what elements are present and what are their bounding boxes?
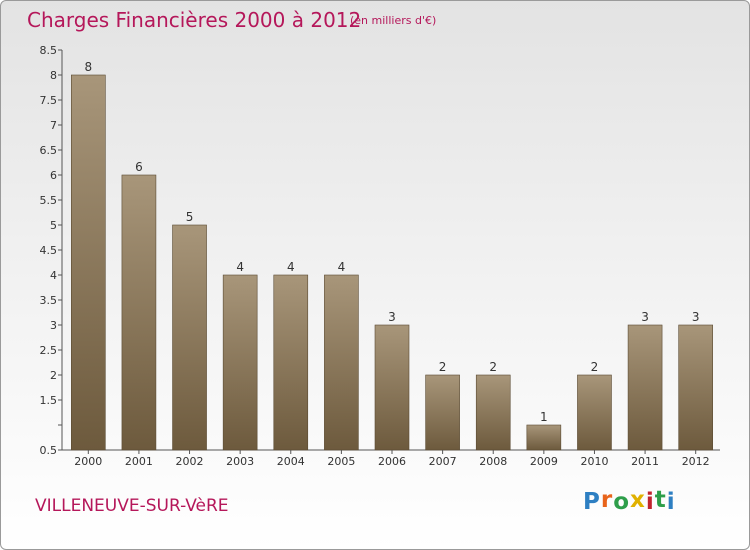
y-tick-label: 4 <box>50 269 57 282</box>
bar <box>627 324 663 451</box>
y-tick-label: 8 <box>50 69 57 82</box>
bar-value-label: 6 <box>135 160 143 174</box>
y-tick-label: 3.5 <box>40 294 58 307</box>
x-tick-label: 2001 <box>125 455 153 468</box>
bar <box>324 274 359 451</box>
bar-value-label: 4 <box>287 260 295 274</box>
y-tick-label: 5.5 <box>40 194 58 207</box>
x-tick-label: 2010 <box>580 455 608 468</box>
y-tick-label: 2 <box>50 369 57 382</box>
x-tick-label: 2011 <box>631 455 659 468</box>
y-tick-label: 6 <box>50 169 57 182</box>
bar-value-label: 5 <box>186 210 194 224</box>
bar-value-label: 3 <box>641 310 649 324</box>
x-tick-label: 2009 <box>530 455 558 468</box>
x-tick-label: 2000 <box>74 455 102 468</box>
bar-value-label: 3 <box>388 310 396 324</box>
logo-letter: x <box>630 487 646 513</box>
bar <box>273 274 309 451</box>
y-tick-label: 6.5 <box>40 144 58 157</box>
bar-value-label: 2 <box>439 360 447 374</box>
commune-name: VILLENEUVE-SUR-VèRE <box>35 496 229 516</box>
y-tick-label: 0.5 <box>40 444 58 457</box>
bar-value-label: 2 <box>591 360 599 374</box>
x-tick-label: 2002 <box>176 455 204 468</box>
x-tick-label: 2005 <box>327 455 355 468</box>
x-tick-label: 2012 <box>682 455 710 468</box>
logo-letter: t <box>654 487 667 513</box>
bar <box>678 324 713 451</box>
y-tick-label: 4.5 <box>40 244 58 257</box>
bar-value-label: 4 <box>338 260 346 274</box>
bar-value-label: 1 <box>540 410 548 424</box>
bar <box>425 374 460 451</box>
logo-letter: P <box>583 489 601 515</box>
logo-letter: o <box>613 489 631 515</box>
chart-unit: (en milliers d'€) <box>350 14 437 27</box>
bar <box>71 74 106 451</box>
bar-value-label: 2 <box>489 360 497 374</box>
x-tick-label: 2004 <box>277 455 305 468</box>
bar <box>526 424 562 451</box>
x-tick-label: 2007 <box>429 455 457 468</box>
y-tick-label: 1.5 <box>40 394 58 407</box>
bar-value-label: 3 <box>692 310 700 324</box>
bar-value-label: 4 <box>236 260 244 274</box>
bar <box>222 274 258 451</box>
y-tick-label: 3 <box>50 319 57 332</box>
logo-letter: i <box>645 489 655 515</box>
x-tick-label: 2008 <box>479 455 507 468</box>
bars: 8 6 5 4 4 4 3 2 2 1 2 3 3 <box>71 60 713 451</box>
logo-letter: i <box>666 489 676 515</box>
bar-value-label: 8 <box>84 60 92 74</box>
y-tick-label: 8.5 <box>40 44 58 57</box>
y-tick-label: 2.5 <box>40 344 58 357</box>
bar <box>374 324 410 451</box>
bar <box>121 174 157 451</box>
logo-letter: r <box>600 487 614 513</box>
chart-title: Charges Financières 2000 à 2012 <box>27 8 362 32</box>
y-tick-label: 7 <box>50 119 57 132</box>
proxiti-logo[interactable]: Proxiti <box>583 487 676 515</box>
x-tick-label: 2006 <box>378 455 406 468</box>
y-tick-label: 7.5 <box>40 94 58 107</box>
bar <box>577 374 612 451</box>
x-axis-ticks: 2000 2001 2002 2003 2004 2005 2006 2007 2008 2009… <box>74 450 710 468</box>
bar <box>475 374 511 451</box>
y-tick-label: 5 <box>50 219 57 232</box>
y-axis-ticks: 0.5 1.5 2 2.5 3 3.5 4 4.5 5 5.5 6 6.5 7 7.5 8 8.5 <box>40 44 62 457</box>
x-tick-label: 2003 <box>226 455 254 468</box>
bar <box>172 224 207 451</box>
